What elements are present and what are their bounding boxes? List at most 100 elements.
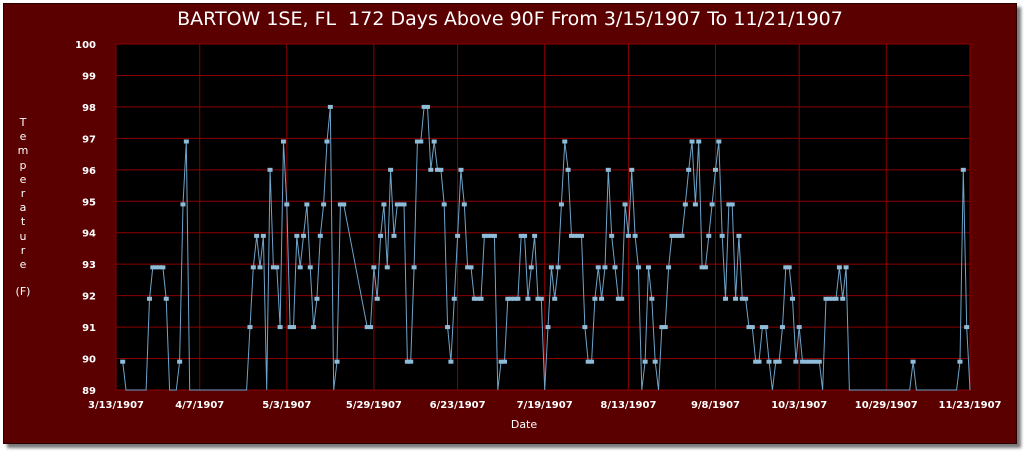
data-point xyxy=(368,325,374,330)
data-point xyxy=(522,233,528,238)
data-point xyxy=(753,359,759,364)
data-point xyxy=(699,265,705,270)
y-axis-label-letter: e xyxy=(19,130,27,144)
data-point xyxy=(813,359,819,364)
data-point xyxy=(723,296,729,301)
data-point xyxy=(726,202,732,207)
data-point xyxy=(284,202,290,207)
data-point xyxy=(555,265,561,270)
data-point xyxy=(666,265,672,270)
data-point xyxy=(756,359,762,364)
data-point xyxy=(538,296,544,301)
data-point xyxy=(461,202,467,207)
data-point xyxy=(327,104,333,109)
data-point xyxy=(625,233,631,238)
data-point xyxy=(746,325,752,330)
y-tick-label: 90 xyxy=(82,355,96,366)
data-point xyxy=(836,265,842,270)
data-point xyxy=(297,265,303,270)
data-point xyxy=(146,296,152,301)
y-axis-label-letter: r xyxy=(20,243,26,257)
data-point xyxy=(579,233,585,238)
data-point xyxy=(468,265,474,270)
data-point xyxy=(481,233,487,238)
data-point xyxy=(160,265,166,270)
data-point xyxy=(719,233,725,238)
data-point xyxy=(840,296,846,301)
data-point xyxy=(424,104,430,109)
data-point xyxy=(957,359,963,364)
data-point xyxy=(157,265,163,270)
data-point xyxy=(398,202,404,207)
y-axis-label-letter: T xyxy=(19,116,27,129)
data-point xyxy=(277,325,283,330)
data-point xyxy=(491,233,497,238)
data-point xyxy=(471,296,477,301)
data-point xyxy=(964,325,970,330)
data-point xyxy=(766,359,772,364)
data-point xyxy=(562,139,568,144)
data-point xyxy=(431,139,437,144)
data-point xyxy=(763,325,769,330)
data-point xyxy=(649,296,655,301)
data-point xyxy=(257,265,263,270)
data-point xyxy=(153,265,159,270)
x-tick-label: 6/23/1907 xyxy=(430,400,486,411)
y-axis-label-letter: t xyxy=(20,215,26,229)
data-point xyxy=(716,139,722,144)
data-point xyxy=(558,202,564,207)
data-point xyxy=(676,233,682,238)
data-point xyxy=(378,233,384,238)
y-tick-label: 92 xyxy=(82,292,96,303)
data-point xyxy=(311,325,317,330)
data-point xyxy=(833,296,839,301)
data-point xyxy=(438,167,444,172)
data-point xyxy=(652,359,658,364)
data-point xyxy=(294,233,300,238)
data-point xyxy=(290,325,296,330)
x-tick-label: 11/23/1907 xyxy=(939,400,1002,411)
x-tick-label: 8/13/1907 xyxy=(600,400,656,411)
data-point xyxy=(810,359,816,364)
data-point xyxy=(465,265,471,270)
data-point xyxy=(843,265,849,270)
data-point xyxy=(371,265,377,270)
data-point xyxy=(796,325,802,330)
data-point xyxy=(800,359,806,364)
x-tick-label: 5/3/1907 xyxy=(262,400,311,411)
data-point xyxy=(247,325,253,330)
data-point xyxy=(629,167,635,172)
data-point xyxy=(662,325,668,330)
data-point xyxy=(260,233,266,238)
data-point xyxy=(729,202,735,207)
data-point xyxy=(498,359,504,364)
data-point xyxy=(475,296,481,301)
data-point xyxy=(615,296,621,301)
data-point xyxy=(287,325,293,330)
data-point xyxy=(374,296,380,301)
data-point xyxy=(702,265,708,270)
data-point xyxy=(485,233,491,238)
data-point xyxy=(307,265,313,270)
data-point xyxy=(572,233,578,238)
data-point xyxy=(779,325,785,330)
data-point xyxy=(254,233,260,238)
data-point xyxy=(773,359,779,364)
data-point xyxy=(525,296,531,301)
data-point xyxy=(501,359,507,364)
data-point xyxy=(793,359,799,364)
data-point xyxy=(706,233,712,238)
data-point xyxy=(304,202,310,207)
data-point xyxy=(622,202,628,207)
y-axis-label-letter: m xyxy=(17,144,29,158)
data-point xyxy=(337,202,343,207)
data-point xyxy=(749,325,755,330)
data-point xyxy=(712,167,718,172)
data-point xyxy=(582,325,588,330)
data-point xyxy=(679,233,685,238)
data-point xyxy=(669,233,675,238)
x-tick-label: 4/7/1907 xyxy=(175,400,224,411)
y-tick-label: 93 xyxy=(82,260,96,271)
y-tick-label: 89 xyxy=(82,386,96,397)
